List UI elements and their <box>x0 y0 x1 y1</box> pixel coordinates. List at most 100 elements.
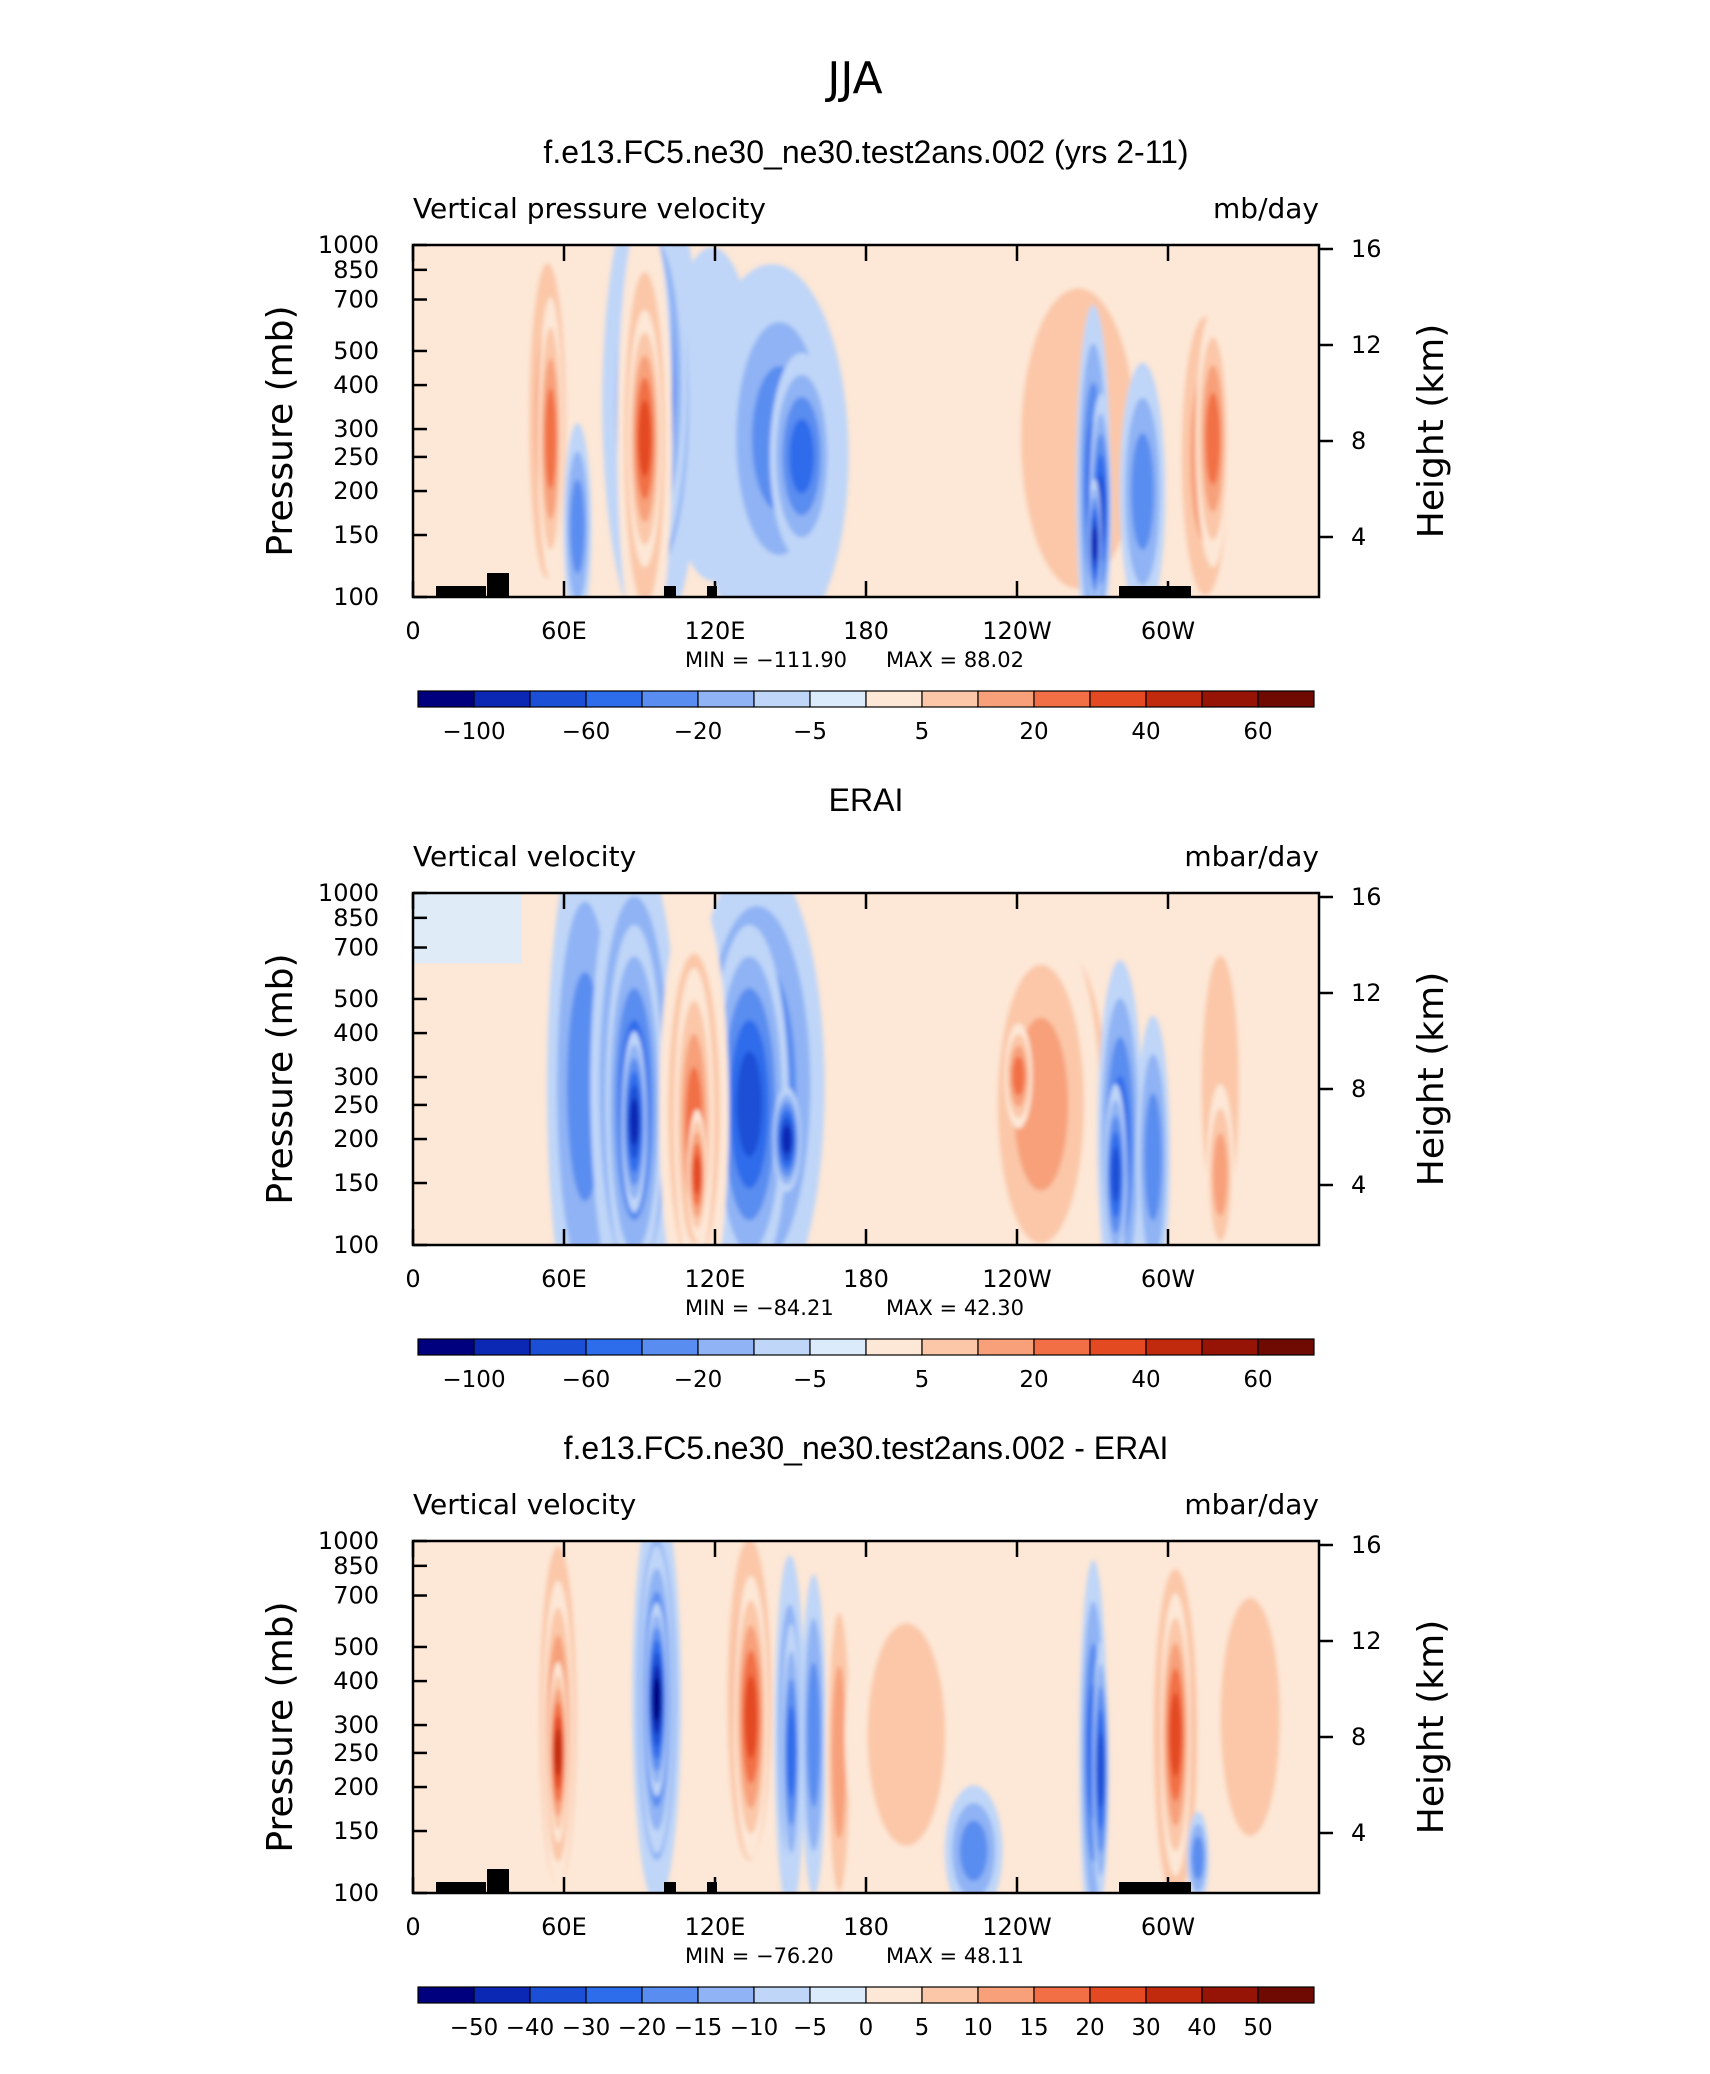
colorbar-swatch <box>473 1338 531 1356</box>
height-tick-label: 4 <box>1351 1171 1366 1199</box>
colorbar-swatch <box>1089 1338 1147 1356</box>
y-tick-label: 400 <box>333 1667 379 1695</box>
colorbar-swatch <box>641 690 699 708</box>
colorbar-swatch <box>529 1338 587 1356</box>
colorbar-swatch <box>529 1986 587 2004</box>
contour-field <box>413 1541 1319 1893</box>
y-tick-label: 200 <box>333 477 379 505</box>
colorbar-swatch <box>865 690 923 708</box>
x-tick-label: 0 <box>405 1913 420 1941</box>
panel-variable-label: Vertical pressure velocity <box>413 192 766 225</box>
colorbar-label: −5 <box>793 2015 827 2041</box>
colorbar-label: 5 <box>915 2015 930 2041</box>
x-tick-label: 60E <box>541 1913 587 1941</box>
panel-title: ERAI <box>829 782 904 818</box>
colorbar-swatch <box>641 1338 699 1356</box>
panel-units-label: mbar/day <box>1184 840 1319 873</box>
colorbar-label: 60 <box>1243 719 1272 745</box>
colorbar-label: −100 <box>442 719 505 745</box>
colorbar-label: −50 <box>450 2015 499 2041</box>
x-tick-label: 120W <box>982 1913 1052 1941</box>
colorbar-label: −20 <box>674 719 723 745</box>
y-axis-label: Pressure (mb) <box>260 1601 301 1852</box>
colorbar-swatch <box>809 1338 867 1356</box>
colorbar-swatch <box>977 1986 1035 2004</box>
terrain-mask <box>1119 586 1191 597</box>
colorbar-label: 15 <box>1019 2015 1048 2041</box>
colorbar-swatch <box>1089 1986 1147 2004</box>
colorbar-label: 20 <box>1075 2015 1104 2041</box>
colorbar-swatch <box>865 1986 923 2004</box>
y-tick-label: 250 <box>333 1091 379 1119</box>
colorbar-swatch <box>417 1986 475 2004</box>
colorbar-swatch <box>1257 690 1315 708</box>
terrain-mask <box>707 586 717 597</box>
colorbar-swatch <box>585 690 643 708</box>
colorbar-label: 40 <box>1187 2015 1216 2041</box>
y-tick-label: 250 <box>333 443 379 471</box>
height-tick-label: 16 <box>1351 883 1382 911</box>
colorbar-label: 50 <box>1243 2015 1272 2041</box>
terrain-mask <box>664 586 676 597</box>
height-tick-label: 4 <box>1351 1819 1366 1847</box>
colorbar-swatch <box>921 1338 979 1356</box>
colorbar-swatch <box>809 690 867 708</box>
colorbar-swatch <box>865 1338 923 1356</box>
colorbar-swatch <box>417 690 475 708</box>
y-tick-label: 700 <box>333 286 379 314</box>
colorbar-label: 0 <box>859 2015 874 2041</box>
colorbar-swatch <box>1033 690 1091 708</box>
max-value-label: MAX = 48.11 <box>886 1944 1024 1968</box>
terrain-mask <box>487 1869 509 1893</box>
x-tick-label: 60E <box>541 1265 587 1293</box>
colorbar-swatch <box>921 690 979 708</box>
panel-variable-label: Vertical velocity <box>413 1488 636 1521</box>
colorbar-swatch <box>585 1338 643 1356</box>
colorbar-swatch <box>529 690 587 708</box>
y-axis-label-right: Height (km) <box>1411 1620 1452 1834</box>
terrain-mask <box>436 1882 486 1893</box>
colorbar-swatch <box>641 1986 699 2004</box>
colorbar-label: −100 <box>442 1367 505 1393</box>
height-tick-label: 8 <box>1351 1075 1366 1103</box>
height-tick-label: 12 <box>1351 979 1382 1007</box>
panel-title: f.e13.FC5.ne30_ne30.test2ans.002 (yrs 2-… <box>543 134 1188 170</box>
y-tick-label: 250 <box>333 1739 379 1767</box>
colorbar-swatch <box>697 1338 755 1356</box>
colorbar-label: −60 <box>562 719 611 745</box>
colorbar-label: 20 <box>1019 1367 1048 1393</box>
colorbar-swatch <box>977 690 1035 708</box>
colorbar-swatch <box>809 1986 867 2004</box>
x-tick-label: 120E <box>685 617 746 645</box>
colorbar-label: 10 <box>963 2015 992 2041</box>
x-tick-label: 60W <box>1141 1265 1195 1293</box>
terrain-mask <box>436 586 486 597</box>
colorbar-label: 40 <box>1131 1367 1160 1393</box>
y-axis-label: Pressure (mb) <box>260 953 301 1204</box>
x-tick-label: 0 <box>405 617 420 645</box>
terrain-mask <box>707 1882 717 1893</box>
colorbar-label: −5 <box>793 1367 827 1393</box>
colorbar-swatch <box>473 1986 531 2004</box>
y-tick-label: 300 <box>333 415 379 443</box>
terrain-mask <box>487 573 509 597</box>
colorbar-label: −5 <box>793 719 827 745</box>
colorbar: −100 −60 −20 −5 5 20 40 60 <box>417 1338 1315 1393</box>
y-tick-label: 400 <box>333 371 379 399</box>
colorbar-swatch <box>753 1986 811 2004</box>
colorbar-swatch <box>1145 1338 1203 1356</box>
colorbar-label: −40 <box>506 2015 555 2041</box>
colorbar-swatch <box>1257 1338 1315 1356</box>
x-tick-label: 180 <box>843 617 889 645</box>
colorbar-label: −20 <box>618 2015 667 2041</box>
colorbar-label: 30 <box>1131 2015 1160 2041</box>
min-value-label: MIN = −84.21 <box>685 1296 834 1320</box>
y-axis-label-right: Height (km) <box>1411 972 1452 1186</box>
colorbar-swatch <box>1145 1986 1203 2004</box>
y-tick-label: 150 <box>333 1817 379 1845</box>
colorbar-swatch <box>697 690 755 708</box>
colorbar-swatch <box>977 1338 1035 1356</box>
x-tick-label: 120E <box>685 1913 746 1941</box>
panel-variable-label: Vertical velocity <box>413 840 636 873</box>
height-tick-label: 8 <box>1351 1723 1366 1751</box>
